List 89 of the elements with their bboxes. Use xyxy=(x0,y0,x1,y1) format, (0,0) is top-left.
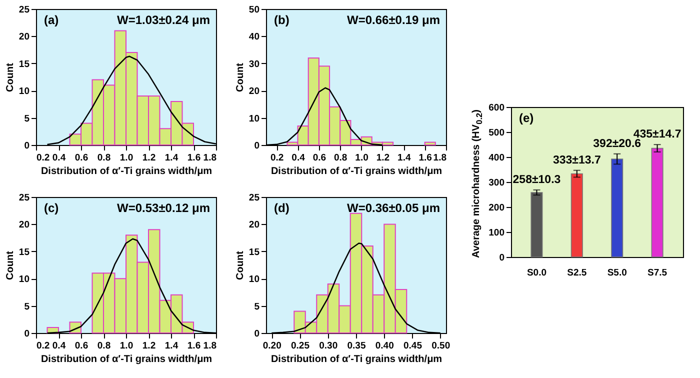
annotation: (b) xyxy=(274,13,290,27)
y-tick-label: 0 xyxy=(24,140,30,152)
x-tick-label: 0.50 xyxy=(432,340,450,352)
x-tick-label: 0.6 xyxy=(74,152,88,164)
annotation: W=1.03±0.24 μm xyxy=(117,13,210,27)
data-label: 392±20.6 xyxy=(593,138,642,150)
x-tick-label: 1.6 xyxy=(187,340,201,352)
x-tick-label: 0.20 xyxy=(262,340,282,352)
x-tick-label: 0.40 xyxy=(375,340,394,352)
y-tick-label: 0 xyxy=(254,328,260,340)
y-tick-label: 400 xyxy=(488,152,504,164)
x-axis-title: Distribution of α′-Ti grains width/μm xyxy=(270,354,442,365)
y-tick-label: 10 xyxy=(248,274,260,286)
x-tick-label: 0.8 xyxy=(97,152,111,164)
y-tick-label: 50 xyxy=(248,4,260,16)
x-tick-label: 0.8 xyxy=(97,340,111,352)
x-tick-label: 1.2 xyxy=(376,152,390,164)
y-tick-label: 300 xyxy=(488,178,504,188)
y-tick-label: 5 xyxy=(254,301,260,312)
y-tick-label: 500 xyxy=(488,128,504,138)
y-tick-label: 20 xyxy=(18,32,30,43)
x-tick-label: 0.25 xyxy=(291,340,310,352)
y-tick-label: 600 xyxy=(488,102,504,114)
x-tick-label: 1.0 xyxy=(120,340,134,352)
annotation: (a) xyxy=(44,13,59,27)
y-tick-label: 15 xyxy=(18,246,30,258)
y-tick-label: 0 xyxy=(24,328,30,340)
y-tick-label: 100 xyxy=(488,228,504,238)
x-axis-title: Distribution of α′-Ti grains width/μm xyxy=(270,166,442,177)
y-tick-label: 40 xyxy=(248,32,260,43)
x-tick-label: 0.8 xyxy=(334,152,348,164)
annotation: W=0.36±0.05 μm xyxy=(347,201,440,215)
x-tick-label: S5.0 xyxy=(607,268,627,278)
y-tick-label: 20 xyxy=(248,86,260,98)
annotation: W=0.53±0.12 μm xyxy=(117,201,210,215)
y-tick-label: 25 xyxy=(248,192,260,204)
y-axis-title: Count xyxy=(4,250,16,280)
x-tick-label: 0.2 xyxy=(36,340,50,352)
y-tick-label: 10 xyxy=(248,113,260,124)
x-tick-label: 1.0 xyxy=(120,152,134,164)
x-tick-label: 0.30 xyxy=(319,340,338,352)
y-tick-label: 25 xyxy=(18,192,30,204)
annotation: (c) xyxy=(44,201,59,215)
x-tick-label: 0.4 xyxy=(292,152,306,164)
x-tick-label: 1.8 xyxy=(433,152,446,164)
y-tick-label: 200 xyxy=(488,202,504,214)
annotation: (d) xyxy=(274,201,290,215)
y-tick-label: 10 xyxy=(18,86,30,98)
x-tick-label: 1.2 xyxy=(142,340,156,352)
y-axis-title: Count xyxy=(234,62,246,92)
x-tick-label: 0.4 xyxy=(52,340,66,352)
x-tick-label: 1.2 xyxy=(142,152,156,164)
y-tick-label: 30 xyxy=(248,58,260,70)
x-tick-label: 0.4 xyxy=(52,152,66,164)
x-tick-label: 0.45 xyxy=(404,340,423,352)
x-tick-label: 1.4 xyxy=(164,340,179,352)
y-tick-label: 25 xyxy=(18,4,30,16)
x-tick-label: S7.5 xyxy=(648,268,668,278)
data-label: 333±13.7 xyxy=(552,154,601,166)
y-axis-title: Count xyxy=(234,250,246,280)
annotation: (e) xyxy=(519,111,534,125)
x-tick-label: 0.2 xyxy=(270,152,284,164)
y-tick-label: 20 xyxy=(248,220,260,231)
x-tick-label: 1.8 xyxy=(203,152,216,164)
y-tick-label: 10 xyxy=(18,274,30,286)
x-tick-label: 0.6 xyxy=(74,340,88,352)
x-tick-label: 1.6 xyxy=(418,152,432,164)
x-tick-label: S0.0 xyxy=(526,268,546,278)
x-tick-label: 1.6 xyxy=(187,152,201,164)
x-tick-label: 1.4 xyxy=(398,152,412,164)
x-tick-label: 0.6 xyxy=(312,152,326,164)
y-tick-label: 0 xyxy=(499,252,504,264)
x-tick-label: 1.0 xyxy=(355,152,368,164)
y-tick-label: 20 xyxy=(18,220,30,231)
annotation: W=0.66±0.19 μm xyxy=(347,13,440,27)
y-tick-label: 15 xyxy=(18,58,30,70)
y-tick-label: 5 xyxy=(24,113,30,124)
x-tick-label: 0.2 xyxy=(36,152,50,164)
x-tick-label: 0.35 xyxy=(347,340,366,352)
data-label: 258±10.3 xyxy=(512,174,561,186)
x-tick-label: S2.5 xyxy=(567,268,588,278)
y-tick-label: 0 xyxy=(254,140,260,152)
x-tick-label: 1.8 xyxy=(203,340,216,352)
x-tick-label: 1.4 xyxy=(164,152,179,164)
y-axis-title: Count xyxy=(4,62,16,92)
y-tick-label: 5 xyxy=(24,301,30,312)
y-tick-label: 15 xyxy=(248,246,260,258)
x-axis-title: Distribution of α′-Ti grains width/μm xyxy=(40,166,212,177)
x-axis-title: Distribution of α′-Ti grains width/μm xyxy=(40,354,212,365)
